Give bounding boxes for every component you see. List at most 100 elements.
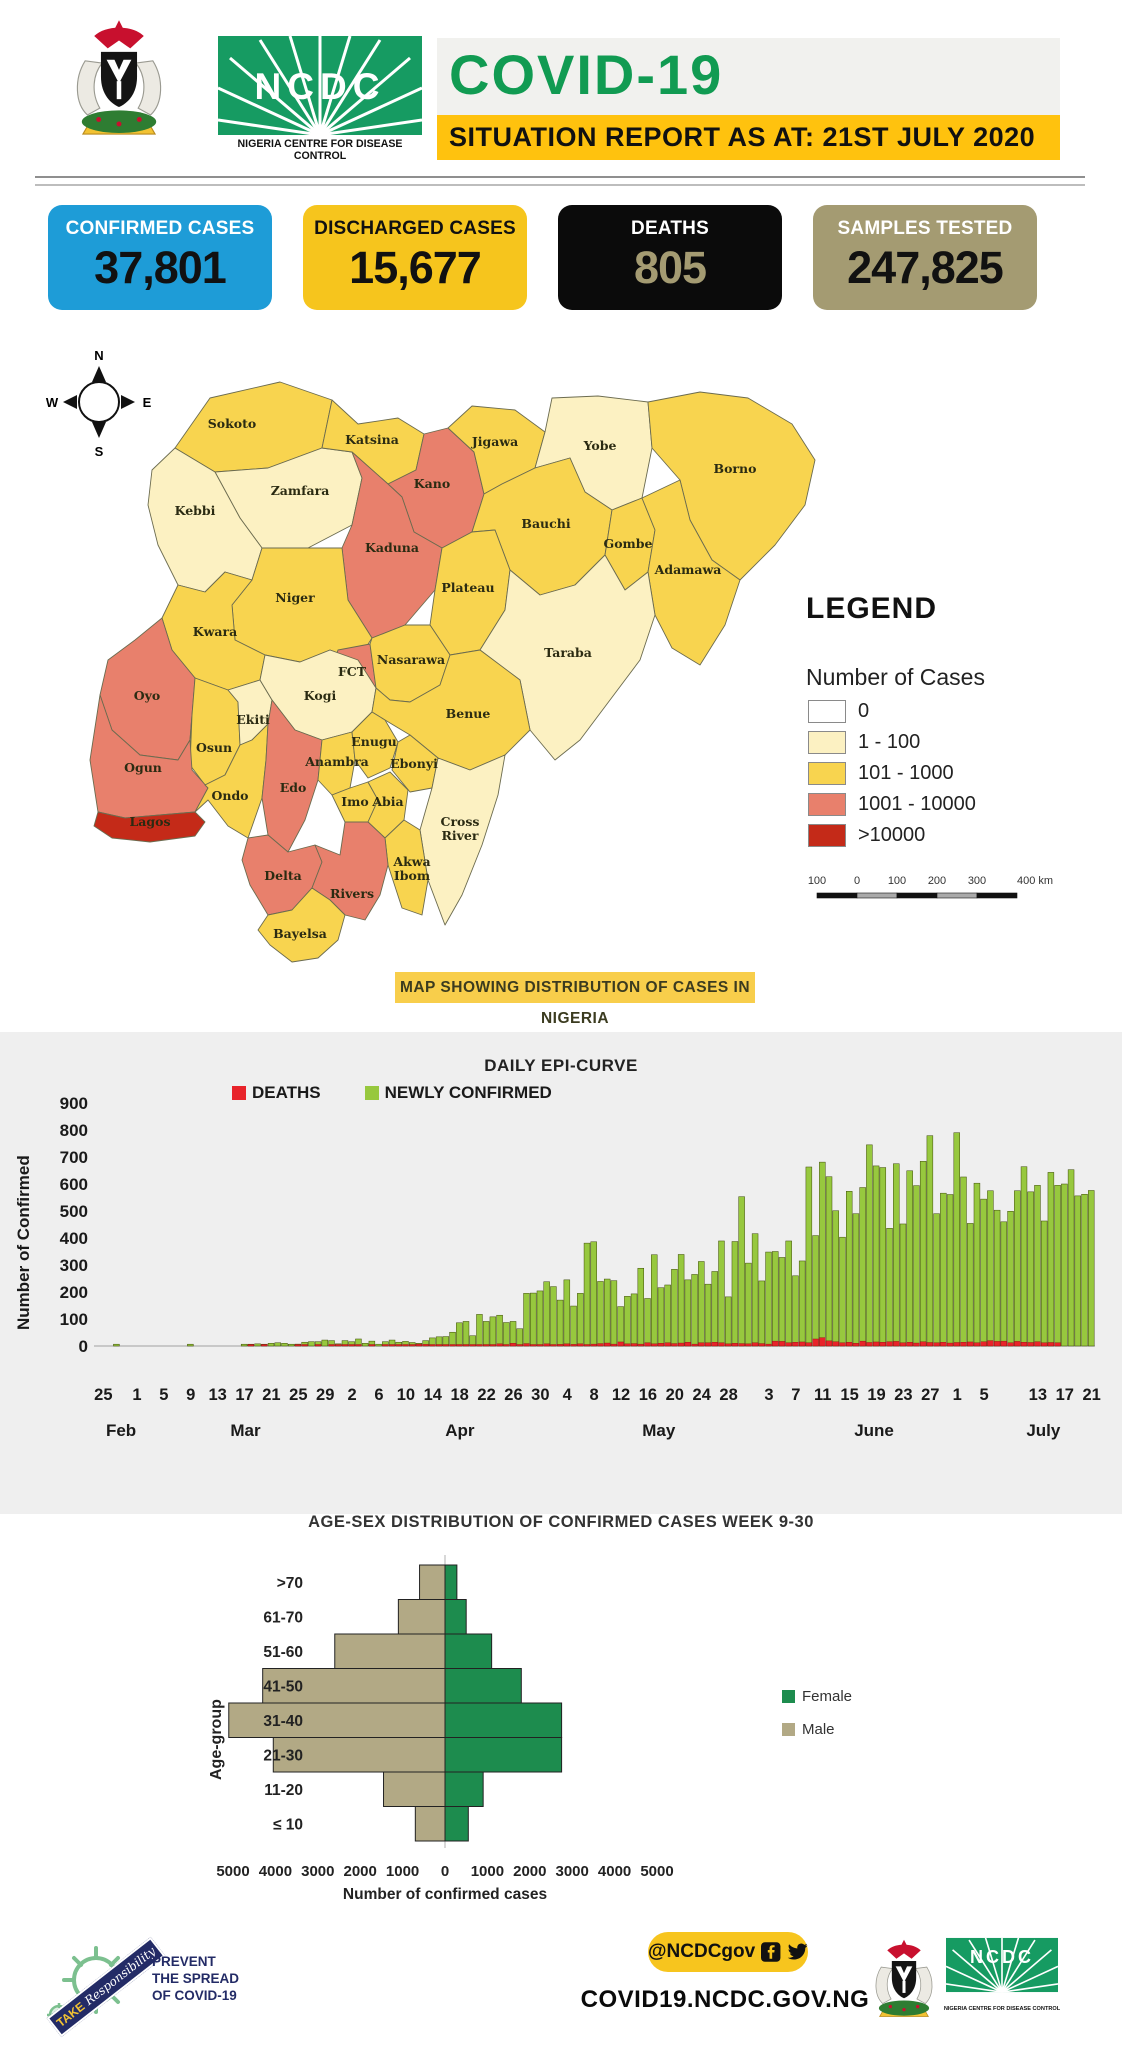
svg-text:900: 900: [60, 1094, 88, 1113]
stat-card-value: 37,801: [94, 242, 227, 293]
age-sex-legend-label: Female: [802, 1688, 853, 1705]
map-legend-swatch: [808, 700, 846, 723]
svg-text:300: 300: [60, 1256, 88, 1275]
svg-text:100: 100: [60, 1310, 88, 1329]
pyramid-x-tick: 4000: [259, 1863, 292, 1880]
nigeria-coat-of-arms: [52, 18, 186, 142]
age-sex-legend-swatch: [782, 1723, 795, 1736]
map-legend-swatch: [808, 762, 846, 785]
map-state-label-edo: Edo: [280, 780, 307, 795]
map-state-labels: Sokoto Zamfara Kebbi Katsina Kano Jigawa Yobe B…: [124, 416, 756, 941]
epi-x-tick: 12: [612, 1386, 630, 1404]
map-state-lagos: [93, 811, 206, 843]
age-group-label: 31-40: [263, 1713, 303, 1730]
svg-text:0: 0: [79, 1337, 88, 1356]
map-state-label-kogi: Kogi: [304, 688, 337, 703]
scale-bar-label: 200: [928, 875, 946, 887]
epi-x-tick: 10: [397, 1386, 415, 1404]
map-legend-label: 1001 - 10000: [858, 793, 976, 815]
map-state-label-jigawa: Jigawa: [471, 434, 518, 449]
epi-curve-title: DAILY EPI-CURVE: [484, 1056, 638, 1075]
pyramid-x-tick: 5000: [216, 1863, 249, 1880]
prevent-line-1: PREVENT: [152, 1954, 216, 1969]
stats-row: CONFIRMED CASES 37,801 DISCHARGED CASES 15,…: [48, 205, 1037, 310]
epi-x-tick: 23: [894, 1386, 912, 1404]
epi-month-label: May: [642, 1421, 676, 1440]
epi-legend-swatch: [232, 1086, 246, 1100]
epi-curve-legend: DEATHS NEWLY CONFIRMED: [232, 1083, 552, 1103]
map-state-akwaibom: [384, 819, 429, 916]
prevent-spread-message: PREVENT THE SPREAD OF COVID-19: [152, 1953, 239, 2004]
scale-bar-label: 400 km: [1017, 875, 1053, 887]
stat-card-value: 805: [633, 242, 707, 293]
age-group-label: ≤ 10: [273, 1816, 303, 1833]
pyramid-x-tick: 1000: [386, 1863, 419, 1880]
map-state-label-imo: Imo: [341, 794, 368, 809]
map-legend-title: LEGEND: [806, 592, 938, 625]
page-subtitle: SITUATION REPORT AS AT: 21ST JULY 2020: [449, 122, 1036, 152]
map-state-label-plateau: Plateau: [441, 580, 494, 595]
stat-card-discharged-cases: DISCHARGED CASES 15,677: [303, 205, 527, 310]
pyramid-x-tick: 0: [441, 1863, 449, 1880]
epi-x-tick: 7: [791, 1386, 800, 1404]
map-state-label-ebonyi: Ebonyi: [390, 756, 438, 771]
scale-bar-label: 0: [854, 875, 860, 887]
map-state-benue: [371, 649, 531, 771]
epi-x-tick: 28: [719, 1386, 737, 1404]
epi-x-tick: 15: [840, 1386, 858, 1404]
svg-text:400: 400: [60, 1229, 88, 1248]
map-state-label-oyo: Oyo: [134, 688, 161, 703]
pyramid-x-tick: 2000: [513, 1863, 546, 1880]
nigeria-cases-map: N S W E Sokoto Zamfara Kebbi Katsina Kano Jig…: [46, 348, 1053, 963]
map-state-enugu: [351, 711, 399, 779]
stat-card-confirmed-cases: CONFIRMED CASES 37,801: [48, 205, 272, 310]
header-title-band: [437, 38, 1060, 115]
epi-x-tick: 14: [424, 1386, 443, 1404]
epi-x-tick: 24: [693, 1386, 712, 1404]
svg-text:800: 800: [60, 1121, 88, 1140]
epi-x-tick: 21: [1082, 1386, 1100, 1404]
facebook-icon: [761, 1942, 781, 1962]
epi-x-tick: 5: [159, 1386, 168, 1404]
epi-x-tick: 21: [262, 1386, 280, 1404]
age-sex-legend-swatch: [782, 1690, 795, 1703]
map-state-label-osun: Osun: [196, 740, 232, 755]
epi-month-label: Feb: [106, 1421, 136, 1440]
epi-x-tick: 5: [979, 1386, 988, 1404]
pyramid-x-tick: 3000: [556, 1863, 589, 1880]
compass-south-label: S: [95, 444, 104, 459]
epi-x-tick: 1: [953, 1386, 962, 1404]
map-state-label-bayelsa: Bayelsa: [273, 926, 327, 941]
map-state-label-adamawa: Adamawa: [654, 562, 722, 577]
map-state-label-kwara: Kwara: [193, 624, 237, 639]
epi-x-tick: 19: [867, 1386, 885, 1404]
twitter-icon: [787, 1943, 808, 1960]
epi-x-tick: 6: [374, 1386, 383, 1404]
compass-west-label: W: [46, 395, 59, 410]
map-state-label-bauchi: Bauchi: [521, 516, 570, 531]
stat-card-deaths: DEATHS 805: [558, 205, 782, 310]
map-scale-bar: 100 0 100 200 300 400 km: [808, 875, 1053, 899]
map-state-label-zamfara: Zamfara: [271, 483, 330, 498]
map-states: [89, 381, 816, 963]
epi-x-tick: 11: [814, 1386, 831, 1404]
epi-legend-swatch: [364, 1086, 379, 1100]
map-state-label-sokoto: Sokoto: [208, 416, 256, 431]
map-state-label-lagos: Lagos: [129, 814, 170, 829]
age-group-label: 11-20: [264, 1782, 303, 1799]
epi-x-tick: 13: [1029, 1386, 1047, 1404]
pyramid-x-tick: 3000: [301, 1863, 334, 1880]
map-state-edo: [261, 699, 323, 853]
map-state-label-akwaibom: Akwa Ibom: [392, 854, 430, 883]
age-sex-legend-label: Male: [802, 1721, 835, 1738]
map-legend-label: 0: [858, 700, 870, 722]
epi-x-tick: 22: [477, 1386, 495, 1404]
epi-x-tick: 30: [531, 1386, 549, 1404]
map-state-label-anambra: Anambra: [304, 754, 369, 769]
map-legend-label: 1 - 100: [858, 731, 921, 753]
scale-bar-label: 300: [968, 875, 986, 887]
map-state-label-abia: Abia: [371, 794, 403, 809]
epi-x-tick: 8: [590, 1386, 599, 1404]
header-subtitle-band: [437, 115, 1060, 160]
map-state-label-niger: Niger: [275, 590, 315, 605]
